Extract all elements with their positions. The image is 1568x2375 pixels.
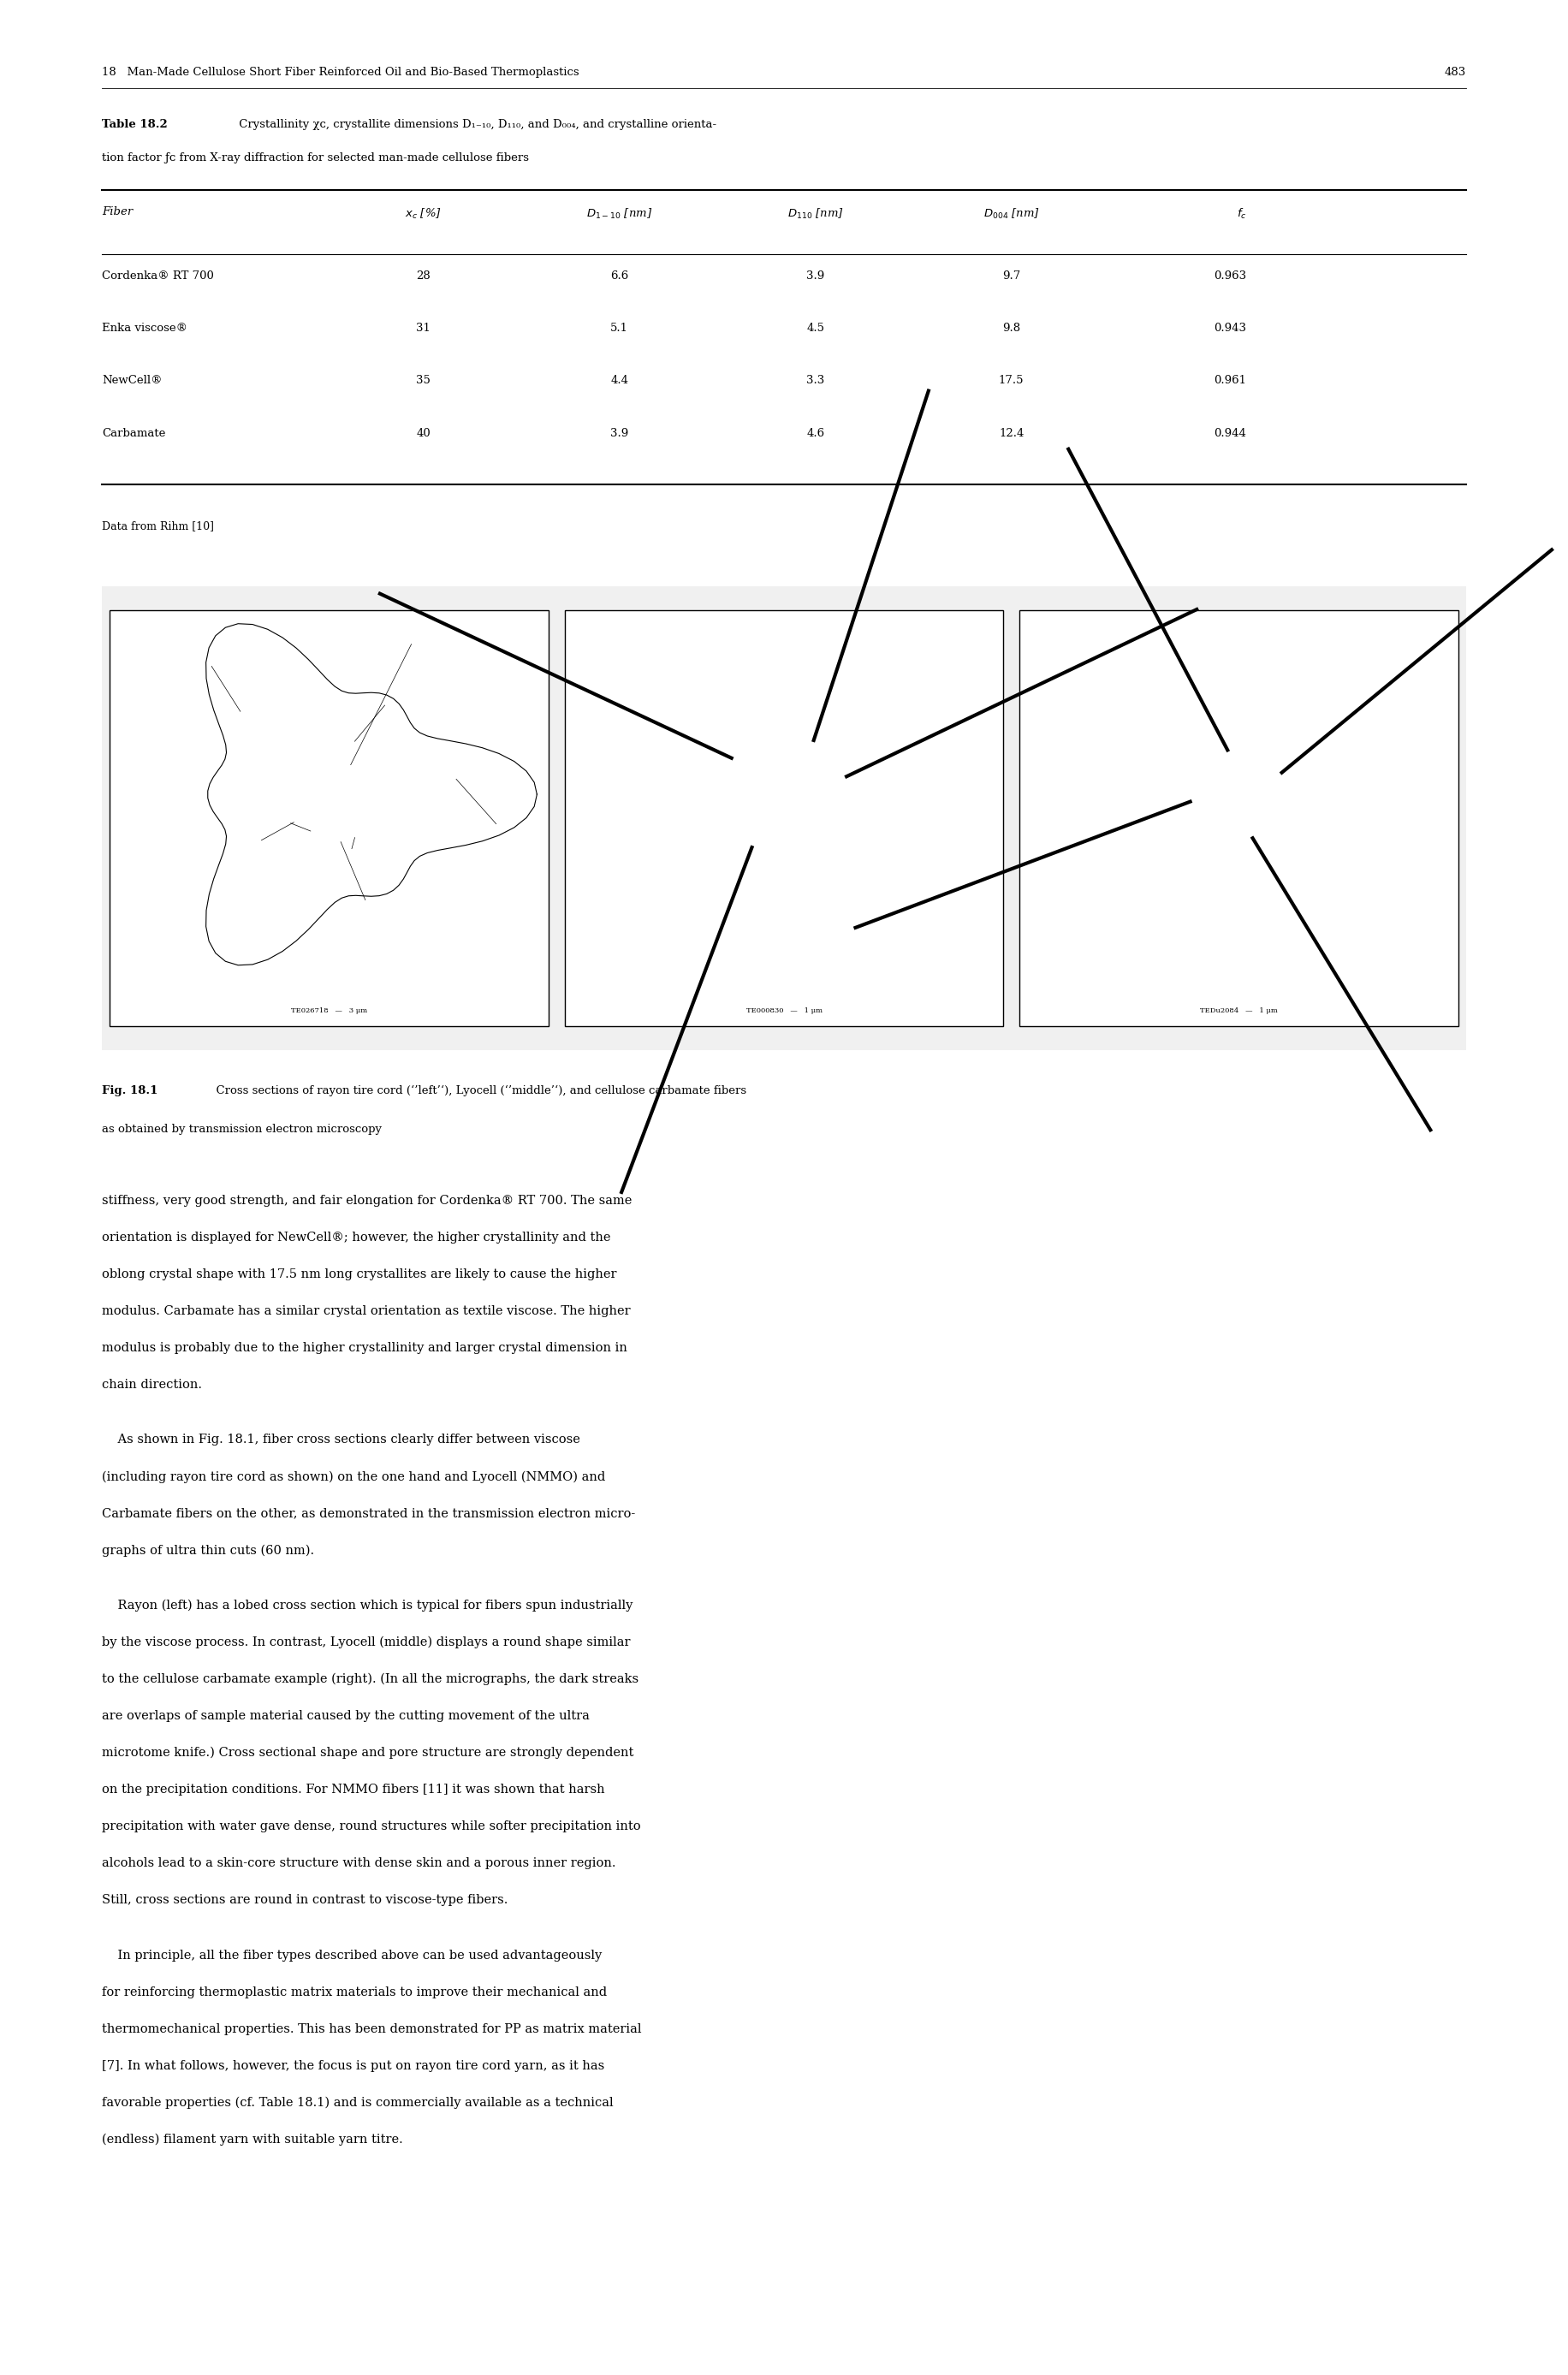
- Text: microtome knife.) Cross sectional shape and pore structure are strongly dependen: microtome knife.) Cross sectional shape …: [102, 1748, 633, 1760]
- Text: 40: 40: [416, 428, 431, 439]
- Text: 28: 28: [416, 271, 431, 283]
- Text: TEDu2084   —   1 μm: TEDu2084 — 1 μm: [1200, 1007, 1278, 1014]
- Text: alcohols lead to a skin-core structure with dense skin and a porous inner region: alcohols lead to a skin-core structure w…: [102, 1857, 616, 1869]
- Text: 3.9: 3.9: [806, 271, 825, 283]
- Text: 0.944: 0.944: [1214, 428, 1247, 439]
- Text: TE026718   —   3 μm: TE026718 — 3 μm: [292, 1007, 367, 1014]
- Text: In principle, all the fiber types described above can be used advantageously: In principle, all the fiber types descri…: [102, 1950, 602, 1962]
- Text: Rayon (left) has a lobed cross section which is typical for fibers spun industri: Rayon (left) has a lobed cross section w…: [102, 1601, 633, 1613]
- Text: as obtained by transmission electron microscopy: as obtained by transmission electron mic…: [102, 1123, 381, 1135]
- Text: Fiber: Fiber: [102, 207, 133, 218]
- Text: $D_{1-10}$ [nm]: $D_{1-10}$ [nm]: [586, 207, 652, 221]
- FancyBboxPatch shape: [102, 587, 1466, 1050]
- Text: 0.943: 0.943: [1214, 323, 1247, 335]
- Text: precipitation with water gave dense, round structures while softer precipitation: precipitation with water gave dense, rou…: [102, 1822, 641, 1834]
- Text: on the precipitation conditions. For NMMO fibers [11] it was shown that harsh: on the precipitation conditions. For NMM…: [102, 1784, 605, 1796]
- Text: graphs of ultra thin cuts (60 nm).: graphs of ultra thin cuts (60 nm).: [102, 1544, 314, 1556]
- FancyBboxPatch shape: [1019, 610, 1458, 1026]
- Text: 483: 483: [1444, 66, 1466, 78]
- Text: orientation is displayed for NewCell®; however, the higher crystallinity and the: orientation is displayed for NewCell®; h…: [102, 1233, 612, 1245]
- Text: Carbamate: Carbamate: [102, 428, 166, 439]
- Polygon shape: [205, 625, 536, 964]
- Text: 9.7: 9.7: [1002, 271, 1021, 283]
- FancyBboxPatch shape: [564, 610, 1004, 1026]
- Ellipse shape: [1105, 639, 1372, 950]
- Text: modulus is probably due to the higher crystallinity and larger crystal dimension: modulus is probably due to the higher cr…: [102, 1342, 627, 1354]
- Text: (endless) filament yarn with suitable yarn titre.: (endless) filament yarn with suitable ya…: [102, 2133, 403, 2145]
- Text: $f_c$: $f_c$: [1237, 207, 1247, 221]
- Text: (including rayon tire cord as shown) on the one hand and Lyocell (NMMO) and: (including rayon tire cord as shown) on …: [102, 1470, 605, 1482]
- Text: Cross sections of rayon tire cord (‘’left’‘), Lyocell (‘’middle’‘), and cellulos: Cross sections of rayon tire cord (‘’lef…: [209, 1085, 746, 1097]
- Text: 17.5: 17.5: [999, 375, 1024, 387]
- Text: 5.1: 5.1: [610, 323, 629, 335]
- Text: Fig. 18.1: Fig. 18.1: [102, 1085, 158, 1097]
- Text: 4.4: 4.4: [610, 375, 629, 387]
- Text: Still, cross sections are round in contrast to viscose-type fibers.: Still, cross sections are round in contr…: [102, 1895, 508, 1907]
- Text: NewCell®: NewCell®: [102, 375, 162, 387]
- Text: oblong crystal shape with 17.5 nm long crystallites are likely to cause the high: oblong crystal shape with 17.5 nm long c…: [102, 1268, 616, 1280]
- Text: tion factor ƒᴄ from X-ray diffraction for selected man-made cellulose fibers: tion factor ƒᴄ from X-ray diffraction fo…: [102, 152, 528, 164]
- Text: 4.6: 4.6: [806, 428, 825, 439]
- Text: thermomechanical properties. This has been demonstrated for PP as matrix materia: thermomechanical properties. This has be…: [102, 2023, 641, 2035]
- Text: to the cellulose carbamate example (right). (In all the micrographs, the dark st: to the cellulose carbamate example (righ…: [102, 1674, 638, 1686]
- Text: 31: 31: [416, 323, 431, 335]
- Text: [7]. In what follows, however, the focus is put on rayon tire cord yarn, as it h: [7]. In what follows, however, the focus…: [102, 2059, 605, 2071]
- Text: favorable properties (cf. Table 18.1) and is commercially available as a technic: favorable properties (cf. Table 18.1) an…: [102, 2097, 613, 2109]
- Ellipse shape: [641, 634, 927, 955]
- Text: Table 18.2: Table 18.2: [102, 119, 168, 131]
- Text: 6.6: 6.6: [610, 271, 629, 283]
- Text: TE000830   —   1 μm: TE000830 — 1 μm: [746, 1007, 822, 1014]
- Text: 12.4: 12.4: [999, 428, 1024, 439]
- Text: Cordenka® RT 700: Cordenka® RT 700: [102, 271, 213, 283]
- Text: Carbamate fibers on the other, as demonstrated in the transmission electron micr: Carbamate fibers on the other, as demons…: [102, 1508, 635, 1520]
- Text: 3.9: 3.9: [610, 428, 629, 439]
- Text: 4.5: 4.5: [806, 323, 825, 335]
- Text: 35: 35: [416, 375, 431, 387]
- Text: As shown in Fig. 18.1, fiber cross sections clearly differ between viscose: As shown in Fig. 18.1, fiber cross secti…: [102, 1434, 580, 1446]
- FancyBboxPatch shape: [110, 610, 549, 1026]
- Text: Crystallinity χᴄ, crystallite dimensions D₁₋₁₀, D₁₁₀, and D₀₀₄, and crystalline : Crystallinity χᴄ, crystallite dimensions…: [235, 119, 717, 131]
- Text: $x_c$ [%]: $x_c$ [%]: [405, 207, 442, 221]
- Text: 0.961: 0.961: [1214, 375, 1247, 387]
- Text: chain direction.: chain direction.: [102, 1380, 202, 1392]
- Text: modulus. Carbamate has a similar crystal orientation as textile viscose. The hig: modulus. Carbamate has a similar crystal…: [102, 1306, 630, 1318]
- Text: $D_{110}$ [nm]: $D_{110}$ [nm]: [787, 207, 844, 221]
- Text: are overlaps of sample material caused by the cutting movement of the ultra: are overlaps of sample material caused b…: [102, 1710, 590, 1722]
- Text: for reinforcing thermoplastic matrix materials to improve their mechanical and: for reinforcing thermoplastic matrix mat…: [102, 1986, 607, 1997]
- Text: 9.8: 9.8: [1002, 323, 1021, 335]
- Text: by the viscose process. In contrast, Lyocell (middle) displays a round shape sim: by the viscose process. In contrast, Lyo…: [102, 1636, 630, 1648]
- Text: 3.3: 3.3: [806, 375, 825, 387]
- Text: 0.963: 0.963: [1214, 271, 1247, 283]
- Text: $D_{004}$ [nm]: $D_{004}$ [nm]: [983, 207, 1040, 221]
- Text: Enka viscose®: Enka viscose®: [102, 323, 188, 335]
- Text: stiffness, very good strength, and fair elongation for Cordenka® RT 700. The sam: stiffness, very good strength, and fair …: [102, 1195, 632, 1206]
- Text: 18   Man-Made Cellulose Short Fiber Reinforced Oil and Bio-Based Thermoplastics: 18 Man-Made Cellulose Short Fiber Reinfo…: [102, 66, 579, 78]
- Text: Data from Rihm [10]: Data from Rihm [10]: [102, 520, 215, 532]
